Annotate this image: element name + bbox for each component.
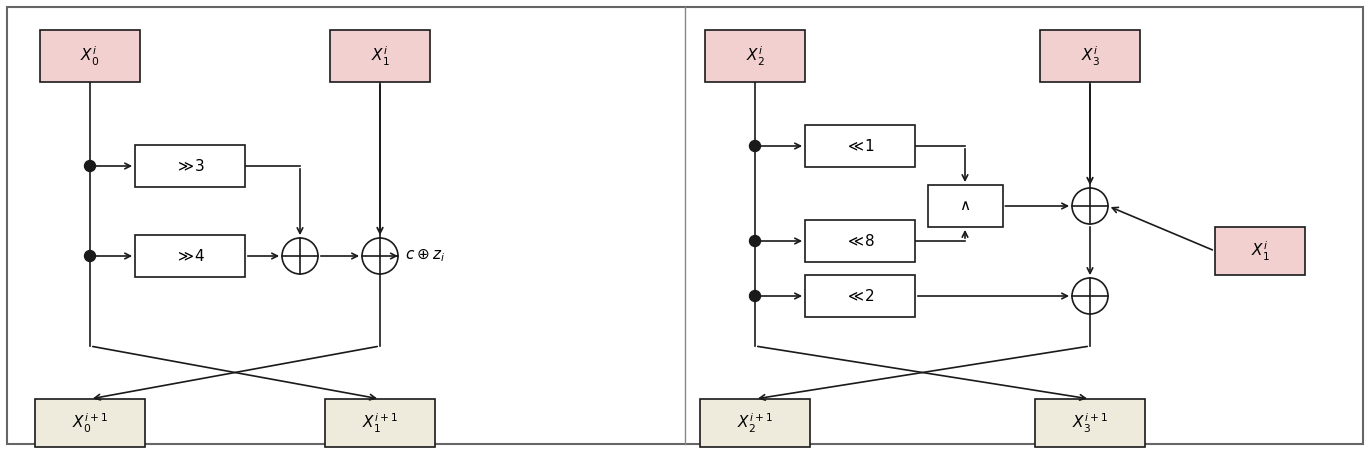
Text: $X_1^i$: $X_1^i$ <box>1251 239 1270 262</box>
Text: $X_3^{i+1}$: $X_3^{i+1}$ <box>1071 411 1108 435</box>
Text: $X_0^{i+1}$: $X_0^{i+1}$ <box>73 411 108 435</box>
Bar <box>806 275 915 317</box>
Bar <box>325 399 436 447</box>
Bar <box>700 399 810 447</box>
Bar <box>806 125 915 167</box>
Bar <box>706 30 806 82</box>
Circle shape <box>749 290 760 302</box>
Text: $X_2^{i+1}$: $X_2^{i+1}$ <box>737 411 773 435</box>
Text: $\ll\!8$: $\ll\!8$ <box>845 233 875 249</box>
Circle shape <box>85 250 96 262</box>
Bar <box>40 30 140 82</box>
Text: $X_3^i$: $X_3^i$ <box>1081 44 1100 68</box>
Text: $X_0^i$: $X_0^i$ <box>81 44 100 68</box>
Text: $\gg\!3$: $\gg\!3$ <box>175 158 206 174</box>
Text: $X_1^i$: $X_1^i$ <box>371 44 389 68</box>
Bar <box>806 220 915 262</box>
Text: $X_2^i$: $X_2^i$ <box>745 44 764 68</box>
Text: $\ll\!2$: $\ll\!2$ <box>845 288 875 304</box>
Text: $\ll\!1$: $\ll\!1$ <box>845 138 875 154</box>
Bar <box>136 145 245 187</box>
Bar <box>330 30 430 82</box>
Text: $c \oplus z_i$: $c \oplus z_i$ <box>406 248 445 264</box>
Circle shape <box>749 141 760 152</box>
Bar <box>36 399 145 447</box>
Text: $\gg\!4$: $\gg\!4$ <box>175 248 206 264</box>
Bar <box>1215 227 1306 275</box>
Text: $\wedge$: $\wedge$ <box>959 198 970 213</box>
Text: $X_1^{i+1}$: $X_1^{i+1}$ <box>362 411 399 435</box>
Circle shape <box>749 235 760 247</box>
Circle shape <box>85 161 96 171</box>
Bar <box>927 185 1003 227</box>
Bar <box>1034 399 1145 447</box>
Bar <box>136 235 245 277</box>
Bar <box>1040 30 1140 82</box>
